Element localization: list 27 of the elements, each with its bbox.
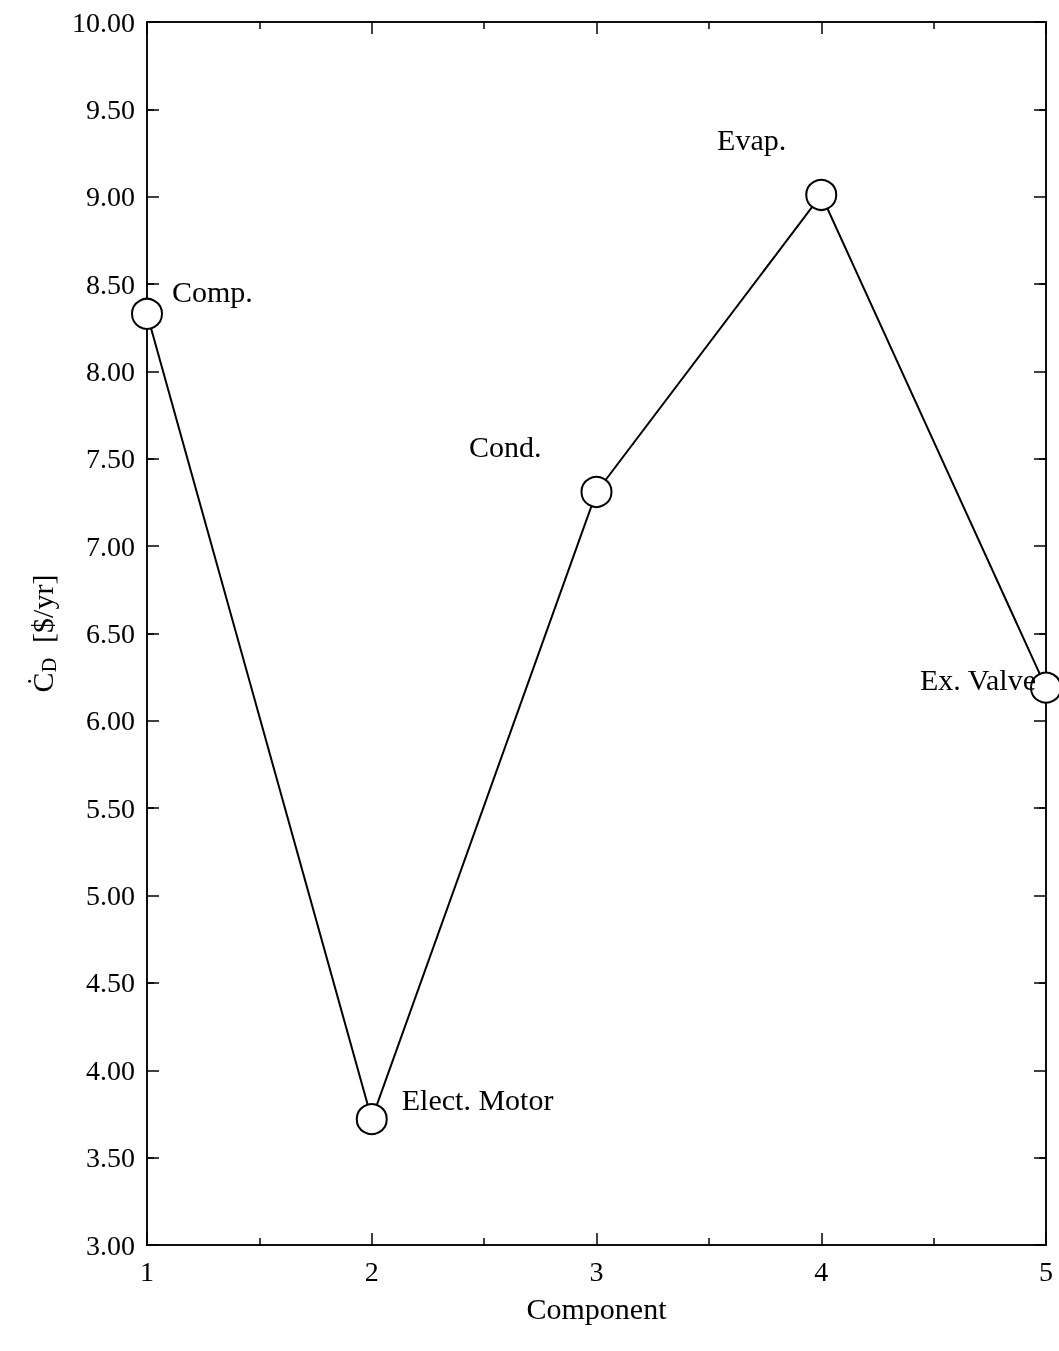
y-tick-label: 10.00 — [72, 6, 135, 38]
y-tick-label: 5.50 — [86, 792, 135, 824]
y-tick-label: 4.00 — [86, 1054, 135, 1086]
y-tick-label: 7.00 — [86, 530, 135, 562]
x-tick-label: 3 — [589, 1255, 604, 1287]
annotation: Cond. — [468, 430, 542, 464]
y-tick-label: 3.50 — [86, 1142, 135, 1174]
y-tick-label: 6.50 — [86, 618, 135, 649]
annotation: Elect. Motor — [401, 1082, 554, 1116]
y-axis-title: ĊD [$/yr] — [25, 574, 60, 693]
y-tick-label: 6.00 — [86, 705, 135, 737]
y-tick-label: 8.00 — [86, 355, 135, 387]
y-tick-label: 5.00 — [86, 880, 135, 912]
y-tick-label: 9.50 — [86, 93, 135, 125]
annotation: Ex. Valve — [919, 663, 1036, 697]
y-tick-label: 3.00 — [86, 1229, 135, 1261]
x-tick-label: 5 — [1039, 1255, 1053, 1287]
x-tick-label: 2 — [364, 1255, 379, 1287]
y-tick-label: 9.00 — [86, 181, 135, 213]
x-tick-label: 4 — [814, 1255, 829, 1287]
y-tick-label: 4.50 — [86, 967, 135, 999]
y-tick-label: 8.50 — [86, 268, 135, 300]
annotation: Comp. — [172, 275, 253, 309]
annotation: Evap. — [717, 123, 787, 157]
y-tick-label: 7.50 — [86, 443, 135, 475]
x-tick-label: 1 — [140, 1255, 154, 1287]
x-axis-title: Component — [526, 1291, 668, 1325]
